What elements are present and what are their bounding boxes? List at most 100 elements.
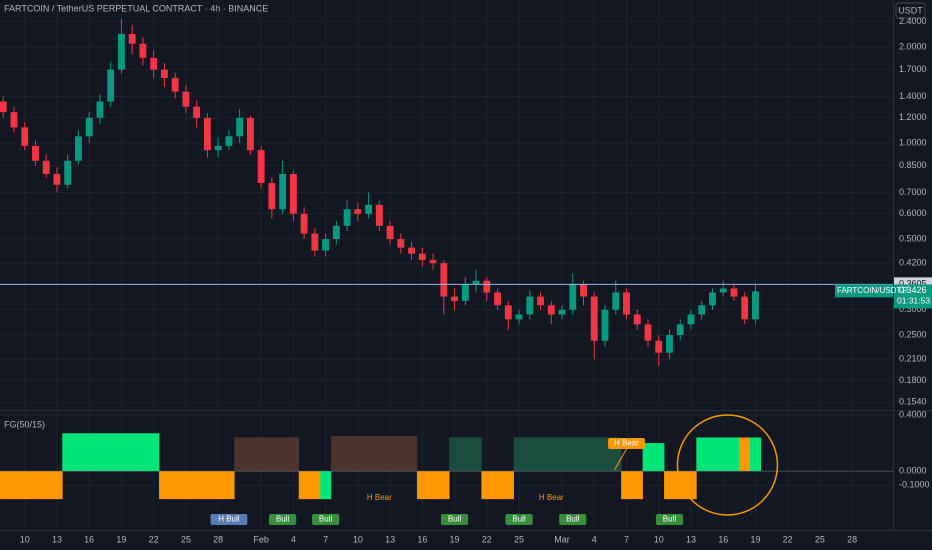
histogram-bar bbox=[94, 433, 106, 472]
symbol-label: FARTCOIN/USDT.P bbox=[837, 286, 908, 295]
x-tick-label: 13 bbox=[385, 534, 395, 544]
signal-box bbox=[269, 514, 297, 525]
histogram-bar bbox=[470, 437, 482, 472]
histogram-bar bbox=[717, 437, 729, 472]
currency-box[interactable] bbox=[895, 2, 926, 19]
y-tick-label: 0.3000 bbox=[899, 304, 927, 314]
x-tick-label: 7 bbox=[624, 534, 629, 544]
histogram-bar bbox=[416, 471, 428, 500]
x-tick-label: 25 bbox=[181, 534, 191, 544]
y-tick-label: 0.2100 bbox=[899, 354, 927, 364]
signal-box bbox=[559, 514, 587, 525]
candle-body bbox=[472, 280, 480, 285]
candle-body bbox=[322, 239, 330, 251]
price-line-label: 0.3605 bbox=[899, 279, 927, 289]
y-tick-label: 2.0000 bbox=[899, 41, 927, 51]
candle-body bbox=[236, 117, 244, 137]
candle-body bbox=[590, 296, 598, 341]
candle-body bbox=[21, 127, 29, 146]
candle-body bbox=[612, 292, 620, 310]
candle-body bbox=[32, 145, 39, 161]
candle-body bbox=[483, 280, 491, 293]
osc-tick-label: 0.0000 bbox=[899, 465, 927, 475]
last-price-box bbox=[894, 284, 932, 309]
candle-body bbox=[386, 225, 394, 240]
histogram-bar bbox=[524, 437, 536, 472]
candle-body bbox=[709, 292, 716, 306]
histogram-bar bbox=[438, 471, 450, 500]
candle-body bbox=[461, 284, 469, 301]
osc-tick-label: 0.4000 bbox=[899, 409, 927, 419]
signal-box bbox=[655, 514, 684, 525]
candle-body bbox=[268, 182, 276, 210]
histogram-bar bbox=[287, 437, 300, 472]
signal-label: H Bear bbox=[614, 439, 639, 448]
histogram-bar bbox=[449, 437, 461, 472]
histogram-bar bbox=[309, 471, 321, 500]
candle-body bbox=[418, 253, 426, 260]
histogram-bar bbox=[191, 471, 203, 500]
histogram-bar bbox=[352, 436, 364, 472]
candle-body bbox=[300, 213, 308, 234]
y-tick-label: 1.4000 bbox=[899, 91, 927, 101]
candle-body bbox=[311, 233, 319, 251]
last-price: 0.3426 bbox=[899, 285, 927, 295]
signal-label: Bull bbox=[566, 515, 580, 524]
x-tick-label: 10 bbox=[654, 534, 664, 544]
x-tick-label: 19 bbox=[116, 534, 126, 544]
candle-body bbox=[150, 57, 158, 70]
signal-label: Bull bbox=[276, 515, 290, 524]
histogram-bar bbox=[599, 437, 611, 472]
candle-body bbox=[730, 288, 738, 297]
candle-body bbox=[676, 324, 684, 336]
signal-box bbox=[210, 514, 248, 525]
histogram-bar bbox=[664, 471, 676, 500]
candle-body bbox=[343, 209, 351, 226]
candle-body bbox=[655, 340, 663, 353]
currency[interactable]: USDT bbox=[898, 5, 923, 15]
candle-body bbox=[397, 239, 405, 248]
histogram-bar bbox=[330, 436, 343, 472]
marks bbox=[0, 18, 893, 500]
candle-body bbox=[214, 145, 222, 151]
candle-body bbox=[128, 33, 136, 44]
histogram-bar bbox=[159, 471, 171, 500]
candle-body bbox=[558, 309, 566, 315]
histogram-bar bbox=[492, 471, 504, 500]
y-tick-label: 1.7000 bbox=[899, 64, 927, 74]
candle-body bbox=[225, 136, 233, 146]
histogram-bar bbox=[750, 437, 762, 472]
candle-body bbox=[537, 296, 544, 306]
x-tick-label: 13 bbox=[52, 534, 62, 544]
histogram-bar bbox=[62, 433, 74, 472]
histogram-bar bbox=[631, 471, 643, 500]
candle-body bbox=[601, 309, 609, 341]
candle-body bbox=[203, 117, 211, 151]
candle-body bbox=[687, 314, 695, 325]
y-tick-label: 0.7000 bbox=[899, 187, 927, 197]
histogram-bar bbox=[545, 437, 557, 472]
histogram-bar bbox=[556, 437, 568, 472]
histogram-bar bbox=[180, 471, 192, 500]
candle-body bbox=[182, 91, 190, 107]
indicator-title: FG(50/15) bbox=[4, 419, 45, 429]
histogram-bar bbox=[621, 471, 633, 500]
y-tick-label: 2.4000 bbox=[899, 16, 927, 26]
histogram-bar bbox=[384, 436, 396, 472]
y-tick-label: 0.4200 bbox=[899, 258, 927, 268]
histogram-bar bbox=[363, 436, 375, 472]
histogram-bar bbox=[234, 437, 246, 472]
x-tick-label: 22 bbox=[482, 534, 492, 544]
histogram-bar bbox=[40, 471, 52, 500]
histogram-bar bbox=[266, 437, 278, 472]
candle-body bbox=[332, 225, 340, 240]
x-tick-label: 10 bbox=[20, 534, 30, 544]
histogram-bar bbox=[427, 471, 439, 500]
candle-body bbox=[53, 173, 61, 185]
histogram-bar bbox=[51, 471, 63, 500]
candle-body bbox=[354, 209, 362, 214]
y-tick-label: 0.1540 bbox=[899, 397, 927, 407]
x-tick-label: 13 bbox=[686, 534, 696, 544]
signal-label: Bull bbox=[512, 515, 526, 524]
